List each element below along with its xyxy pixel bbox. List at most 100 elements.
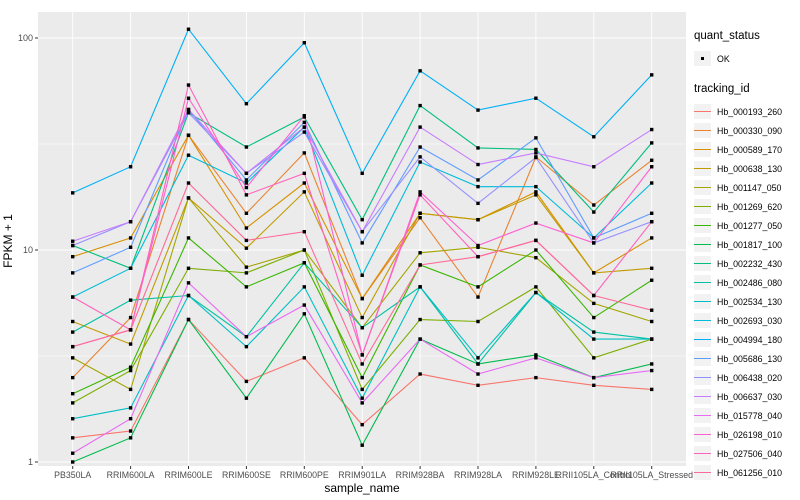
data-point: [244, 211, 249, 215]
data-point: [360, 273, 364, 277]
data-point: [186, 317, 191, 322]
data-point: [476, 383, 480, 388]
data-point: [650, 319, 654, 324]
data-point: [302, 229, 306, 234]
data-point: [186, 111, 191, 115]
data-point: [302, 171, 306, 176]
data-point: [418, 337, 422, 341]
data-point: [592, 236, 596, 240]
data-point: [128, 315, 133, 320]
data-point: [128, 165, 133, 169]
data-point: [476, 245, 480, 249]
data-point: [476, 184, 480, 189]
data-point: [476, 108, 480, 112]
data-point: [476, 178, 480, 182]
legend-item: Hb_002486_080: [694, 273, 800, 292]
data-point: [650, 266, 654, 270]
ok-point-icon: [701, 57, 705, 61]
legend-line-swatch: [694, 452, 711, 455]
data-point: [476, 243, 480, 248]
x-tick-label: RRII105LA_Stressed: [610, 470, 693, 480]
data-point: [244, 238, 249, 243]
data-point: [476, 217, 480, 222]
legend-line-swatch: [694, 300, 711, 303]
data-point: [418, 285, 422, 289]
data-point: [592, 203, 596, 207]
x-tick-label: RRIM928LA: [454, 470, 502, 480]
x-axis-title: sample_name: [324, 481, 400, 495]
legend-line-swatch: [694, 319, 711, 322]
legend-label: Hb_002693_030: [717, 315, 783, 326]
legend-line-swatch: [694, 414, 711, 417]
legend-item: Hb_000638_130: [694, 159, 800, 178]
data-point: [650, 362, 654, 366]
legend-label: Hb_001277_050: [717, 220, 783, 231]
data-point: [592, 375, 596, 380]
data-point: [360, 229, 364, 234]
legend-label: Hb_000638_130: [717, 163, 783, 174]
data-point: [186, 107, 191, 112]
data-point: [418, 317, 422, 322]
data-point: [302, 190, 306, 194]
legend-line-swatch: [694, 186, 711, 189]
legend-title-quant-status: quant_status: [694, 30, 760, 42]
legend-key-box: [694, 294, 711, 309]
data-point: [650, 236, 654, 240]
data-point: [418, 103, 422, 108]
legend-item: Hb_001277_050: [694, 216, 800, 235]
data-point: [650, 158, 654, 162]
legend-item: Hb_002232_430: [694, 254, 800, 273]
legend-label: Hb_004994_180: [717, 334, 783, 345]
data-point: [360, 375, 364, 380]
data-point: [302, 248, 306, 252]
legend-line-swatch: [694, 376, 711, 379]
x-tick-label: RRIM600LA: [107, 470, 155, 480]
data-point: [128, 406, 133, 410]
data-point: [128, 368, 133, 373]
data-point: [476, 319, 480, 324]
x-tick-label: RRIM928LE: [512, 470, 560, 480]
data-point: [302, 151, 306, 155]
data-point: [418, 372, 422, 376]
data-point: [650, 219, 654, 224]
legend-key-box: [694, 389, 711, 404]
data-point: [418, 251, 422, 255]
data-point: [650, 368, 654, 373]
data-point: [360, 401, 364, 405]
data-point: [650, 308, 654, 312]
data-point: [360, 422, 364, 427]
data-point: [592, 210, 596, 214]
data-point: [360, 443, 364, 447]
data-point: [71, 344, 75, 349]
data-point: [128, 342, 133, 346]
data-point: [71, 436, 75, 440]
data-point: [71, 319, 75, 324]
data-point: [244, 344, 249, 349]
legend-item: Hb_061256_010: [694, 463, 800, 482]
legend-label: Hb_002486_080: [717, 277, 783, 288]
legend-item: Hb_000330_090: [694, 121, 800, 140]
data-point: [592, 293, 596, 298]
data-point: [302, 125, 306, 129]
legend-item: Hb_005686_130: [694, 349, 800, 368]
data-point: [186, 196, 191, 200]
legend-key-box: [694, 275, 711, 290]
legend-key-box: [694, 408, 711, 423]
data-point: [71, 295, 75, 299]
data-point: [244, 285, 249, 289]
data-point: [650, 165, 654, 169]
data-point: [360, 396, 364, 400]
data-point: [360, 387, 364, 392]
legend-key-box: [694, 256, 711, 271]
data-point: [534, 155, 538, 160]
legend-item: Hb_000193_260: [694, 102, 800, 121]
data-point: [71, 460, 75, 464]
legend-item: Hb_026198_010: [694, 425, 800, 444]
data-point: [650, 211, 654, 215]
data-point: [71, 391, 75, 396]
data-point: [244, 178, 249, 182]
legend-line-swatch: [694, 433, 711, 436]
data-point: [418, 216, 422, 220]
x-tick-label: RRIM901LA: [338, 470, 386, 480]
